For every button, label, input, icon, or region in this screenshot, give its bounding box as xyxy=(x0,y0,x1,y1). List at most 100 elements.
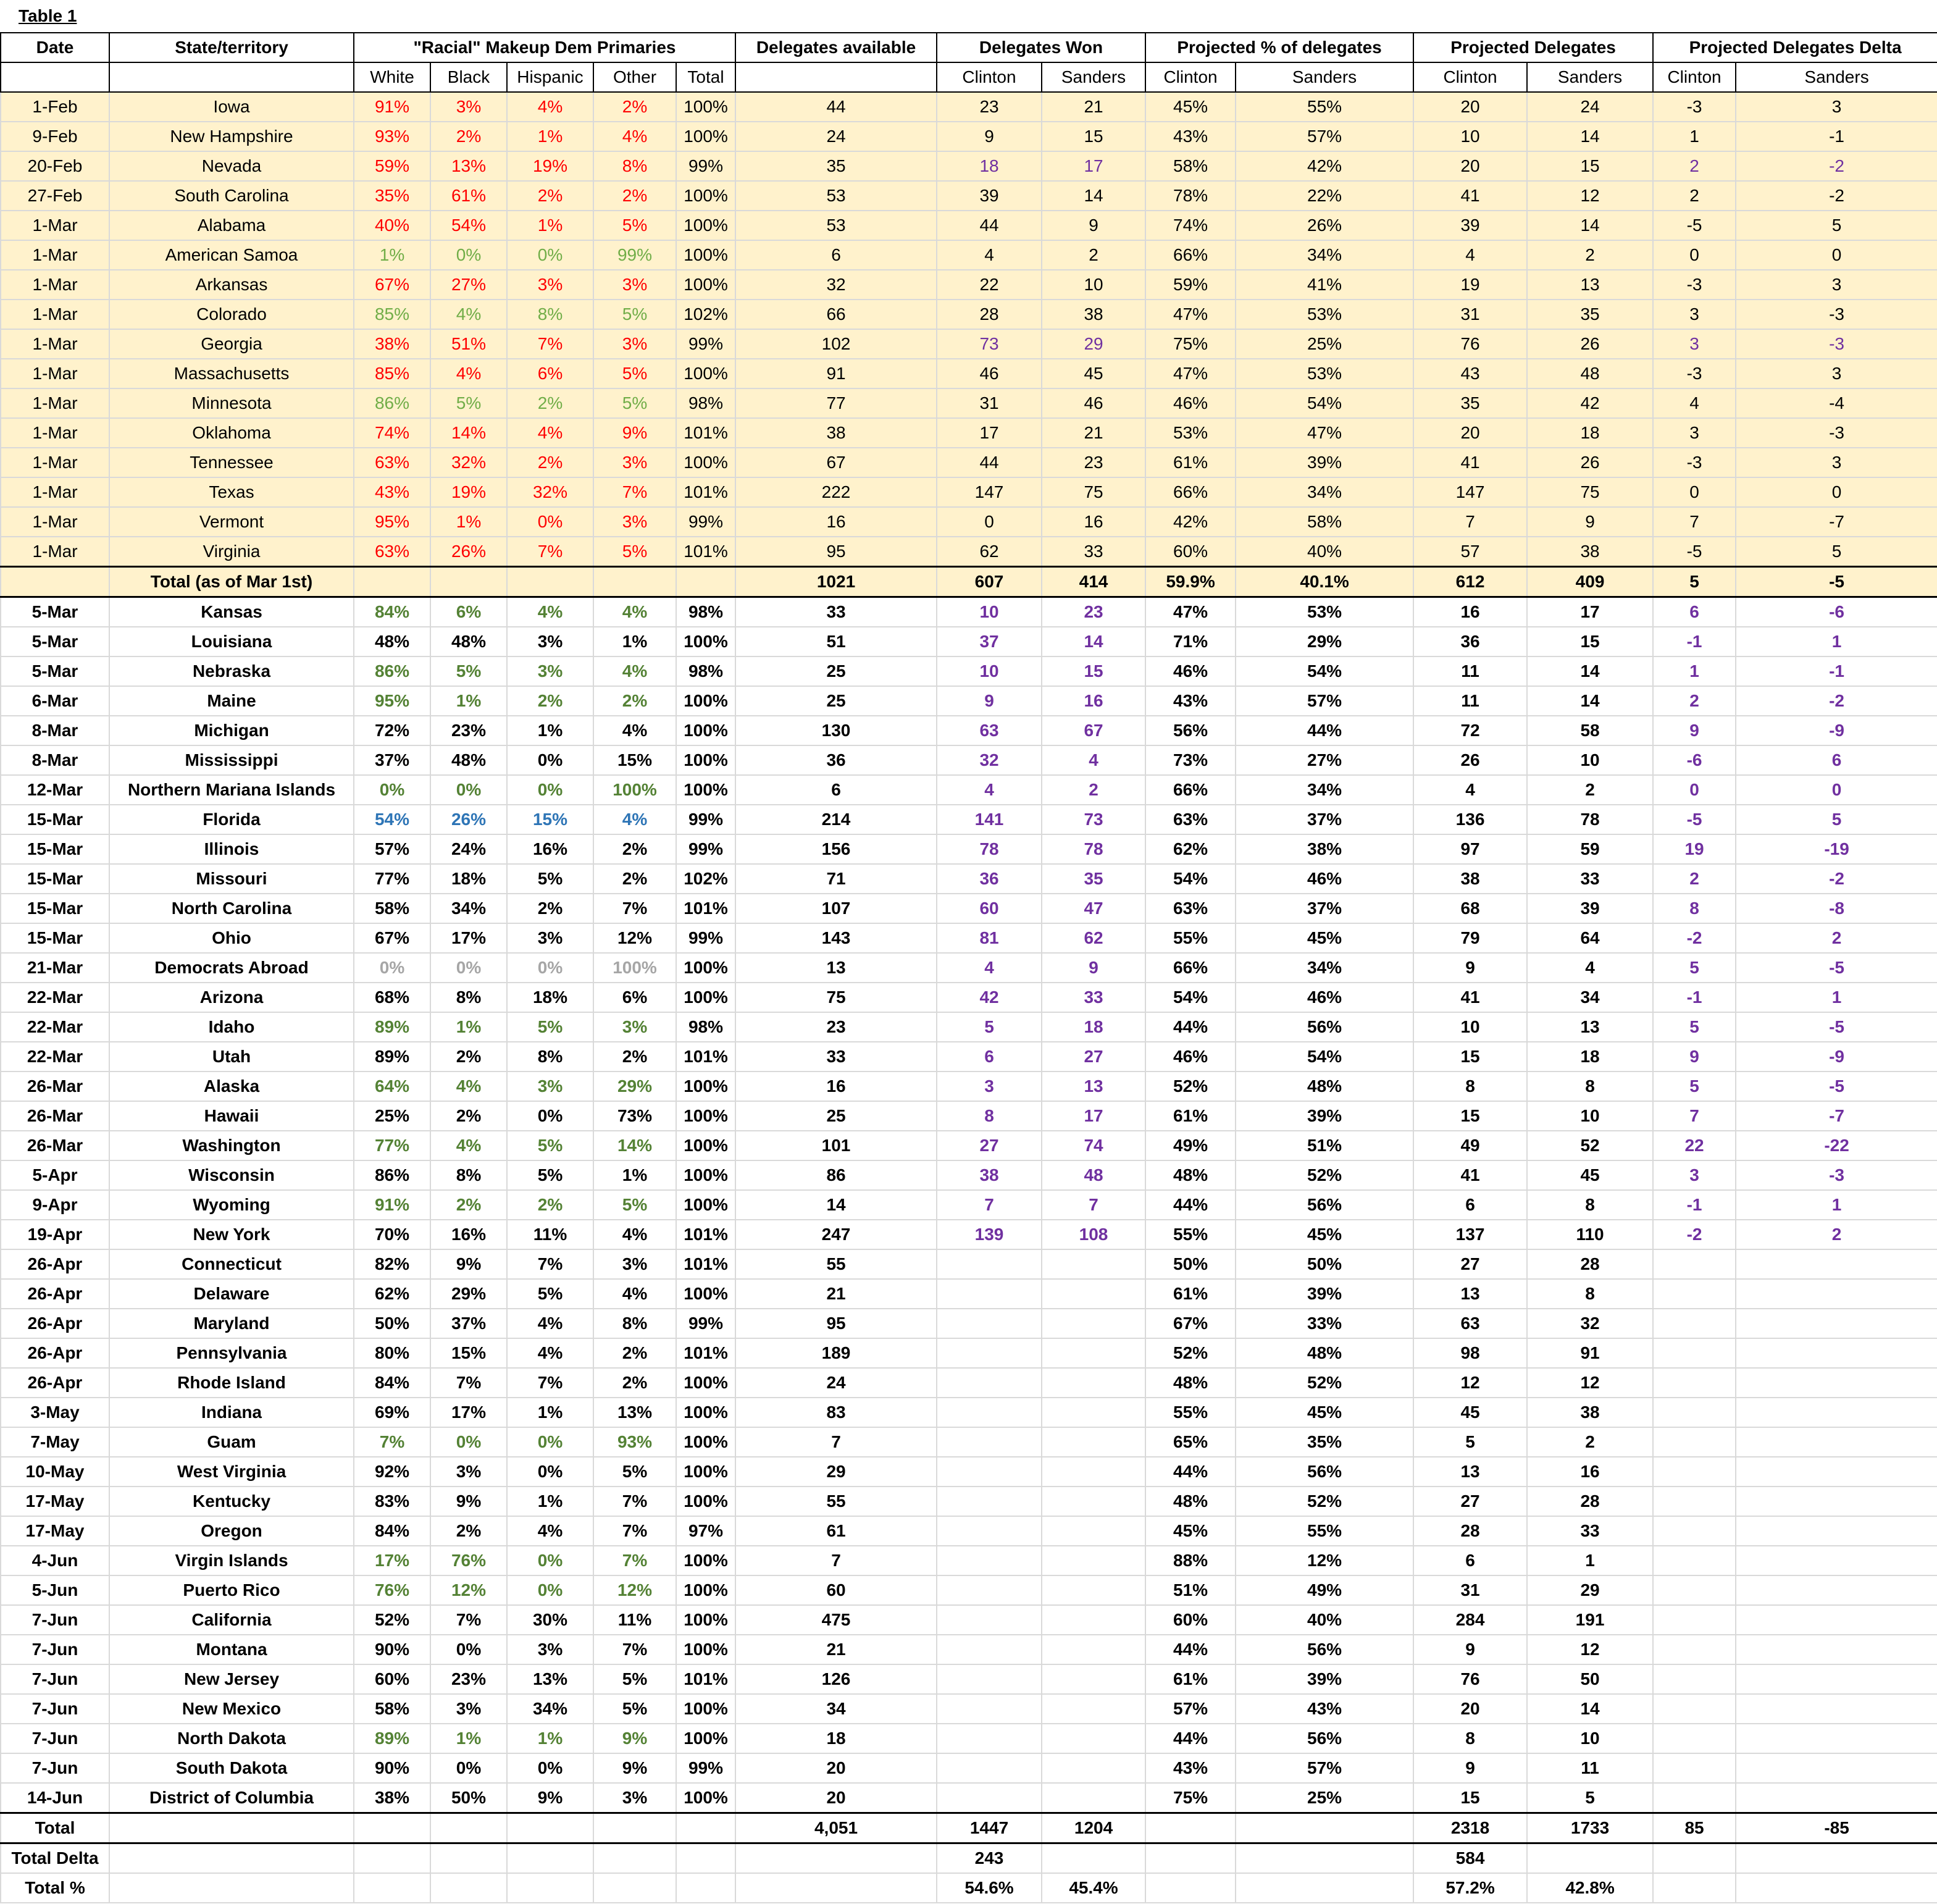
delegate-table: Date State/territory "Racial" Makeup Dem… xyxy=(0,32,1937,1903)
table-cell: 12 xyxy=(1413,1367,1528,1398)
table-cell: 17-May xyxy=(0,1486,110,1517)
table-cell: 6% xyxy=(430,596,508,627)
table-cell: 101% xyxy=(675,536,737,568)
table-cell: 10 xyxy=(936,596,1043,627)
table-cell: 612 xyxy=(1413,566,1528,598)
table-cell: 77 xyxy=(735,388,938,419)
table-cell: 0 xyxy=(1652,477,1737,508)
table-cell: 33 xyxy=(735,596,938,627)
table-cell: 2% xyxy=(430,121,508,152)
table-cell xyxy=(1735,1782,1937,1814)
table-cell: 18 xyxy=(1526,417,1654,448)
table-cell: 67 xyxy=(735,447,938,478)
table-cell xyxy=(0,566,110,598)
table-cell: 0 xyxy=(1735,240,1937,271)
table-cell: 4 xyxy=(1413,774,1528,805)
table-cell: 44 xyxy=(936,447,1043,478)
table-cell: 95 xyxy=(735,1308,938,1339)
table-cell: 61% xyxy=(1145,1278,1237,1309)
table-cell: 7% xyxy=(593,1516,677,1546)
header-cell: Date xyxy=(0,32,110,63)
table-cell: 136 xyxy=(1413,804,1528,835)
table-cell: 54% xyxy=(353,804,431,835)
table-cell xyxy=(1652,1427,1737,1457)
table-cell: 607 xyxy=(936,566,1043,598)
table-cell: 54% xyxy=(1145,863,1237,894)
table-cell: 4 xyxy=(1652,388,1737,419)
table-body: 1-Feb Iowa 91% 3% 4% 2% 100% 44 23 21 45% 55% 20 24 -3… xyxy=(0,91,1937,1903)
table-cell: 100% xyxy=(675,1634,737,1665)
table-cell: 8% xyxy=(506,1041,594,1072)
table-cell: 8% xyxy=(506,299,594,330)
table-cell: 18 xyxy=(735,1723,938,1754)
table-cell: -2 xyxy=(1735,863,1937,894)
table-cell: 0 xyxy=(1735,477,1937,508)
table-cell: 46 xyxy=(936,358,1043,389)
table-cell: 3% xyxy=(506,626,594,657)
table-row: 1-Mar Arkansas 67% 27% 3% 3% 100% 32 22 10 59% 41% 1… xyxy=(0,269,1937,300)
table-cell: 0% xyxy=(430,774,508,805)
table-cell: 584 xyxy=(1413,1842,1528,1874)
table-cell: 8-Mar xyxy=(0,715,110,746)
table-cell xyxy=(1041,1753,1147,1784)
table-cell: 4% xyxy=(506,596,594,627)
table-cell: 4% xyxy=(593,715,677,746)
table-cell: 247 xyxy=(735,1219,938,1250)
table-cell: 86 xyxy=(735,1160,938,1191)
table-cell: 57% xyxy=(1235,1753,1415,1784)
table-cell: 12 xyxy=(1526,1367,1654,1398)
table-cell: 22 xyxy=(936,269,1043,300)
table-row: 8-Mar Mississippi 37% 48% 0% 15% 100% 36 32 4 73% 2… xyxy=(0,745,1937,776)
header-cell: Delegates Won xyxy=(936,32,1147,63)
table-row: 26-Apr Maryland 50% 37% 4% 8% 99% 95 67% 33% 63 32 xyxy=(0,1308,1937,1339)
table-cell: 91 xyxy=(735,358,938,389)
table-cell: 2% xyxy=(506,1189,594,1220)
table-cell: 26 xyxy=(1526,447,1654,478)
table-cell: -2 xyxy=(1735,151,1937,182)
table-cell: 15 xyxy=(1413,1101,1528,1131)
table-cell: 41 xyxy=(1413,1160,1528,1191)
table-cell: -4 xyxy=(1735,388,1937,419)
table-cell: 1% xyxy=(430,1012,508,1042)
table-cell: 4% xyxy=(593,121,677,152)
table-cell: 7% xyxy=(430,1604,508,1635)
table-cell: 4% xyxy=(506,1338,594,1369)
table-cell: 12% xyxy=(430,1575,508,1606)
table-row: 8-Mar Michigan 72% 23% 1% 4% 100% 130 63 67 56% 44%… xyxy=(0,715,1937,746)
table-cell: 84% xyxy=(353,1516,431,1546)
table-cell: 3% xyxy=(506,1071,594,1102)
table-cell: 100% xyxy=(675,1782,737,1814)
table-cell: 3% xyxy=(430,91,508,122)
table-cell: 5% xyxy=(593,1456,677,1487)
table-cell: 5 xyxy=(1735,210,1937,241)
table-cell xyxy=(353,1873,431,1903)
table-cell: 4% xyxy=(593,656,677,687)
table-cell: 1% xyxy=(593,1160,677,1191)
table-cell: -3 xyxy=(1735,1160,1937,1191)
table-cell: 4-Jun xyxy=(0,1545,110,1576)
table-cell: 51% xyxy=(430,329,508,359)
table-cell: 59 xyxy=(1526,834,1654,865)
table-cell: 0% xyxy=(506,952,594,983)
table-cell: 1% xyxy=(430,506,508,537)
table-row: 26-Apr Pennsylvania 80% 15% 4% 2% 101% 189 52% 48… xyxy=(0,1338,1937,1369)
table-cell xyxy=(1735,1753,1937,1784)
table-cell: 10 xyxy=(936,656,1043,687)
table-cell: South Dakota xyxy=(109,1753,354,1784)
table-cell: -3 xyxy=(1735,299,1937,330)
table-cell: 39 xyxy=(1413,210,1528,241)
table-cell: 99% xyxy=(675,1753,737,1784)
table-cell: 100% xyxy=(675,240,737,271)
table-cell: 76% xyxy=(430,1545,508,1576)
table-cell: 26-Mar xyxy=(0,1101,110,1131)
table-cell: 90% xyxy=(353,1753,431,1784)
table-cell: 4% xyxy=(430,1071,508,1102)
table-cell: 189 xyxy=(735,1338,938,1369)
table-cell: 76 xyxy=(1413,1664,1528,1695)
table-cell: 8% xyxy=(593,1308,677,1339)
table-cell: -1 xyxy=(1652,982,1737,1013)
table-cell: 100% xyxy=(675,1160,737,1191)
table-cell xyxy=(1652,1397,1737,1428)
table-cell: -5 xyxy=(1652,804,1737,835)
